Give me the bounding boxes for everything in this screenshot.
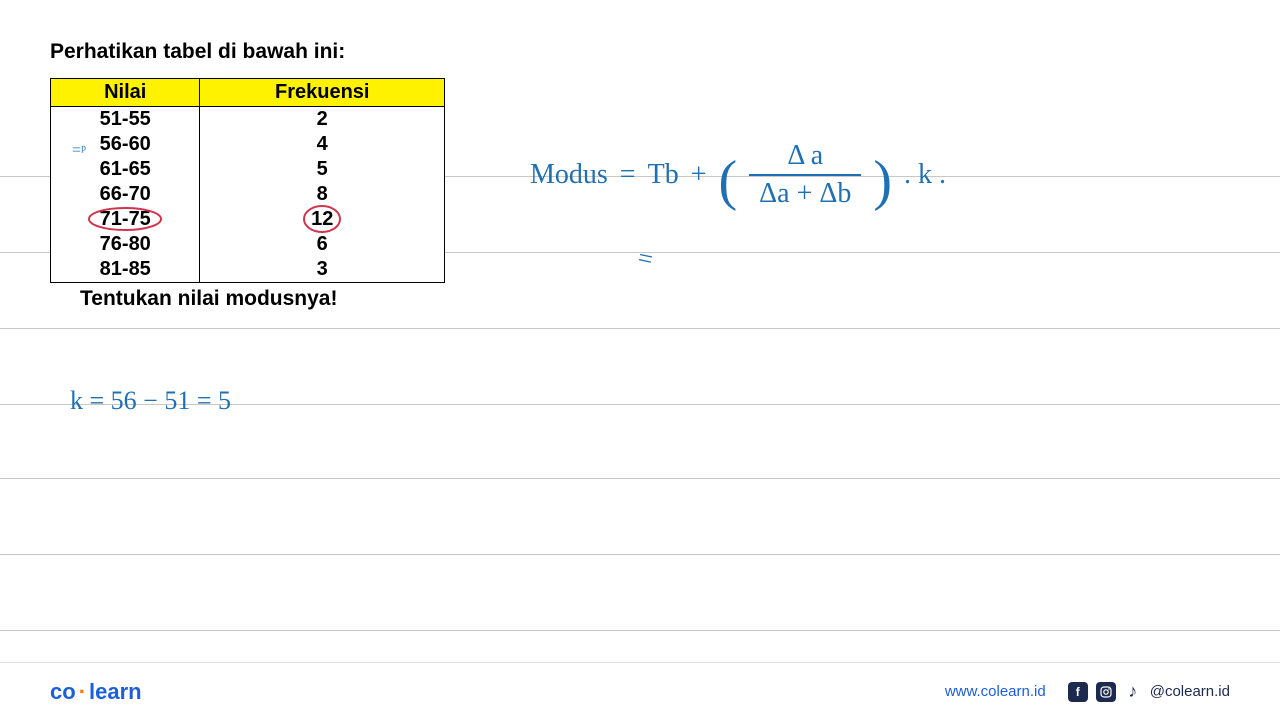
table-row: 71-7512 [51, 207, 445, 232]
col-header-frekuensi: Frekuensi [200, 79, 445, 107]
table-row: 51-552 [51, 107, 445, 133]
footer-right: www.colearn.id f ♪ @colearn.id [945, 682, 1230, 702]
cell-nilai: 66-70 [51, 182, 200, 207]
logo-dot-icon: · [79, 679, 86, 704]
formula-numerator: Δ a [777, 140, 833, 174]
formula-fraction: Δ a Δa + Δb [749, 140, 861, 210]
paren-close-icon: ) [873, 161, 892, 201]
table-row: 76-806 [51, 232, 445, 257]
question-text: Tentukan nilai modusnya! [80, 287, 1230, 311]
cell-nilai: 71-75 [51, 207, 200, 232]
cell-nilai: 51-55 [51, 107, 200, 133]
formula-plus: + [691, 159, 707, 191]
formula-label: Modus [530, 159, 608, 191]
table-row: 81-853 [51, 257, 445, 283]
footer-url: www.colearn.id [945, 683, 1046, 700]
formula-eq: = [620, 159, 636, 191]
logo-co: co [50, 679, 76, 704]
facebook-icon: f [1068, 682, 1088, 702]
k-calculation: k = 56 − 51 = 5 [70, 386, 231, 416]
cell-nilai: 56-60 [51, 132, 200, 157]
formula-denominator: Δa + Δb [749, 174, 861, 210]
formula-tb: Tb [648, 159, 679, 191]
page-title: Perhatikan tabel di bawah ini: [50, 40, 1230, 64]
logo: co·learn [50, 679, 142, 705]
cell-nilai: 61-65 [51, 157, 200, 182]
modus-formula: Modus = Tb + ( Δ a Δa + Δb ) . k . [530, 140, 946, 210]
cell-frekuensi: 4 [200, 132, 445, 157]
cell-nilai: 76-80 [51, 232, 200, 257]
cell-frekuensi: 3 [200, 257, 445, 283]
col-header-nilai: Nilai [51, 79, 200, 107]
cell-frekuensi: 12 [200, 207, 445, 232]
paren-open-icon: ( [719, 161, 738, 201]
frequency-table: Nilai Frekuensi 51-55256-60461-65566-708… [50, 78, 445, 283]
content-area: Perhatikan tabel di bawah ini: =ᵖ Nilai … [0, 0, 1280, 720]
second-equals: = [635, 243, 656, 275]
footer: co·learn www.colearn.id f ♪ @colearn.id [0, 662, 1280, 720]
cell-frekuensi: 8 [200, 182, 445, 207]
table-row: 61-655 [51, 157, 445, 182]
instagram-icon [1096, 682, 1116, 702]
table-row: 56-604 [51, 132, 445, 157]
cell-frekuensi: 6 [200, 232, 445, 257]
formula-k: . k . [904, 159, 946, 191]
cell-frekuensi: 5 [200, 157, 445, 182]
table-row: 66-708 [51, 182, 445, 207]
tiktok-icon: ♪ [1124, 683, 1142, 701]
cell-frekuensi: 2 [200, 107, 445, 133]
footer-handle: @colearn.id [1150, 683, 1230, 700]
table-body: 51-55256-60461-65566-70871-751276-80681-… [51, 107, 445, 283]
logo-learn: learn [89, 679, 142, 704]
cell-nilai: 81-85 [51, 257, 200, 283]
